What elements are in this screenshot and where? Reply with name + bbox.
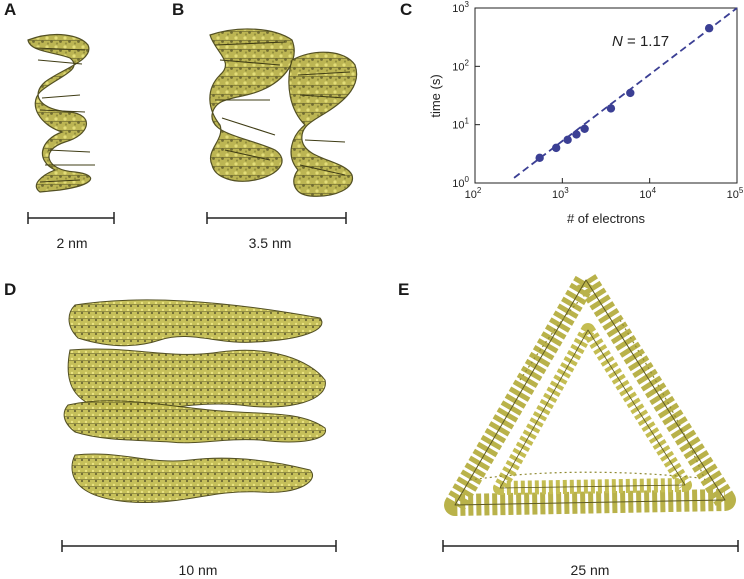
x-tick-label: 104: [639, 186, 656, 201]
data-point: [535, 153, 544, 163]
y-tick-label: 102: [452, 58, 469, 73]
fit-line: [513, 7, 738, 179]
x-tick-label: 103: [552, 186, 569, 201]
molecule-b: [209, 28, 358, 197]
data-point: [606, 104, 616, 113]
x-tick-label: 102: [465, 186, 482, 201]
molecule-e: [444, 269, 736, 516]
panel-label-c: C: [400, 0, 413, 19]
fit-annotation-value: = 1.17: [623, 33, 669, 50]
scale-label-b: 3.5 nm: [248, 235, 292, 251]
data-point: [580, 124, 589, 133]
data-point: [572, 130, 581, 139]
panel-label-b: B: [172, 0, 185, 19]
x-axis-label: # of electrons: [567, 211, 646, 226]
fit-annotation-symbol: N: [612, 33, 623, 50]
chart-frame: [474, 7, 738, 184]
scale-bar-b: [206, 212, 347, 224]
panel-label-d: D: [4, 280, 17, 299]
data-point: [551, 143, 561, 153]
scale-label-a: 2 nm: [56, 235, 88, 251]
molecule-a: [27, 34, 95, 193]
y-tick-label: 100: [452, 175, 469, 190]
panel-label-e: E: [398, 280, 410, 299]
scale-bar-a: [27, 212, 115, 224]
y-axis-label: time (s): [428, 74, 443, 117]
panel-label-a: A: [4, 0, 17, 19]
scale-bar-e: [442, 540, 739, 552]
chart-c: 102 103 104 105 100 101 102 103 # of electrons…: [428, 0, 744, 226]
scale-bar-d: [61, 540, 337, 552]
fit-annotation: N = 1.17: [612, 33, 669, 50]
data-point: [626, 88, 635, 98]
molecule-d: [63, 299, 326, 503]
scale-label-d: 10 nm: [178, 562, 218, 578]
x-tick-label: 105: [727, 186, 744, 201]
scale-label-e: 25 nm: [570, 562, 610, 578]
y-tick-label: 103: [452, 0, 469, 15]
data-point: [704, 24, 714, 33]
y-tick-label: 101: [452, 117, 469, 132]
data-point: [563, 135, 572, 145]
